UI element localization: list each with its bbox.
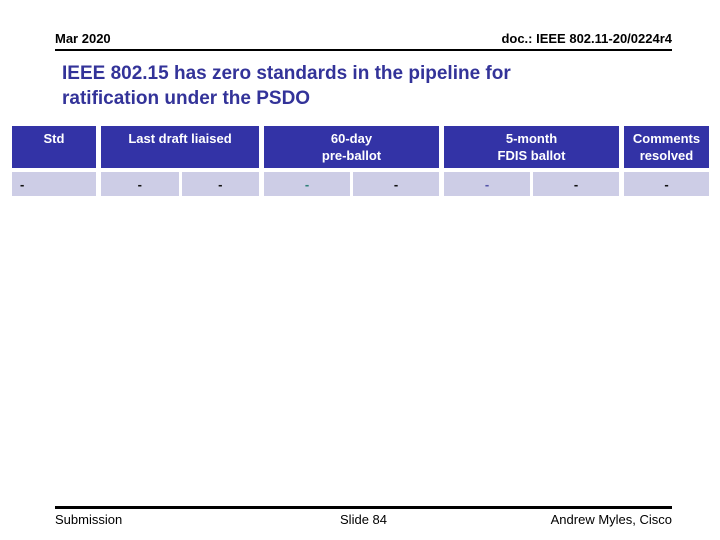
header-doc-number: doc.: IEEE 802.11-20/0224r4 — [501, 31, 672, 46]
footer-submission: Submission — [55, 512, 123, 527]
table-cell-comments: - — [624, 172, 709, 196]
table-row: - — [12, 172, 96, 196]
table-column-comments-resolved: Comments resolved - — [624, 126, 709, 196]
table-cell-preballot-2: - — [353, 172, 439, 196]
footer-slide-number: Slide 84 — [340, 512, 387, 527]
table-row: - - — [101, 172, 259, 196]
table-row: - - — [264, 172, 439, 196]
column-header-last-draft-liaised: Last draft liaised — [101, 126, 259, 168]
table-cell-preballot-1: - — [264, 172, 350, 196]
table-cell-std: - — [12, 172, 96, 196]
column-header-comments-resolved: Comments resolved — [624, 126, 709, 168]
footer-author: Andrew Myles, Cisco — [550, 512, 673, 527]
header-date: Mar 2020 — [55, 31, 111, 46]
table-column-5-month-fdis-ballot: 5-month FDIS ballot - - — [444, 126, 619, 196]
table-cell-fdis-1: - — [444, 172, 530, 196]
column-header-5-month-fdis-ballot: 5-month FDIS ballot — [444, 126, 619, 168]
table-column-std: Std - — [12, 126, 96, 196]
table-cell-liaised-2: - — [181, 172, 259, 196]
table-column-60-day-pre-ballot: 60-day pre-ballot - - — [264, 126, 439, 196]
table-row: - - — [444, 172, 619, 196]
slide-footer: Submission Slide 84 Andrew Myles, Cisco — [55, 506, 672, 527]
standards-pipeline-table: Std - Last draft liaised - - 60-day pre-… — [12, 126, 709, 196]
table-column-last-draft-liaised: Last draft liaised - - — [101, 126, 259, 196]
column-header-60-day-pre-ballot: 60-day pre-ballot — [264, 126, 439, 168]
slide-title: IEEE 802.15 has zero standards in the pi… — [62, 63, 511, 109]
table-cell-fdis-2: - — [533, 172, 619, 196]
table-row: - — [624, 172, 709, 196]
column-header-std: Std — [12, 126, 96, 168]
table-cell-liaised-1: - — [101, 172, 179, 196]
slide-header: Mar 2020 doc.: IEEE 802.11-20/0224r4 — [55, 31, 672, 51]
